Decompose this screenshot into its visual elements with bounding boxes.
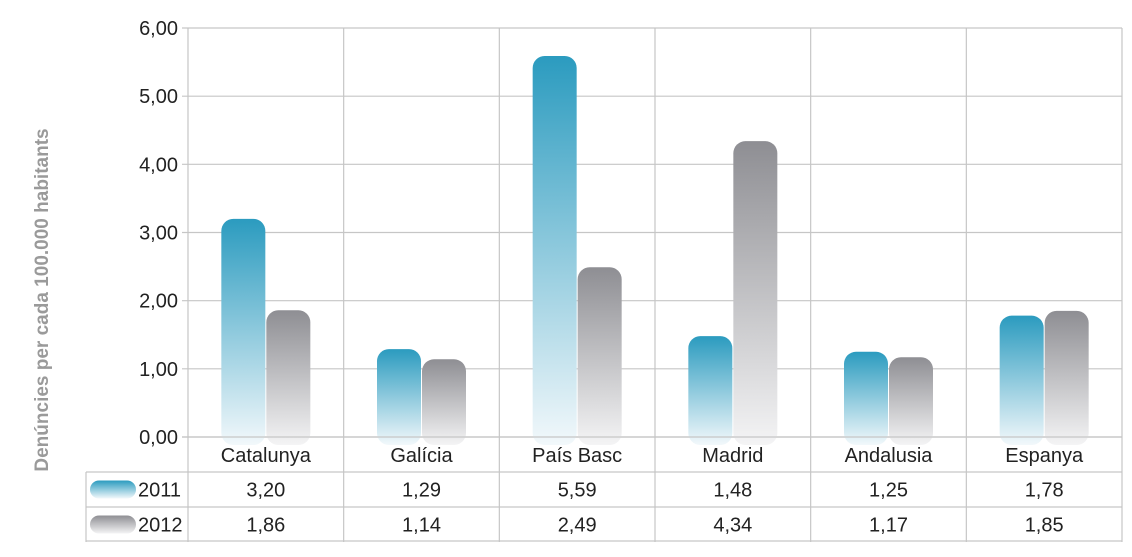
legend-label: 2011 (138, 480, 181, 502)
x-tick-label: País Basc (532, 445, 622, 467)
data-label: 3,20 (246, 480, 285, 502)
x-tick-label: Catalunya (221, 445, 312, 467)
x-tick-label: Madrid (702, 445, 763, 467)
data-label: 1,29 (402, 480, 441, 502)
data-label: 5,59 (558, 480, 597, 502)
bar-2012-andalusia (889, 357, 933, 445)
y-tick-label: 3,00 (139, 223, 178, 245)
bar-2012-espanya (1044, 310, 1089, 445)
bar-2012-galícia (422, 359, 466, 445)
data-label: 1,25 (869, 480, 908, 502)
data-label: 1,85 (1025, 515, 1064, 537)
data-label: 1,14 (402, 515, 441, 537)
legend-swatch-2011 (90, 480, 136, 499)
data-label: 1,78 (1025, 480, 1064, 502)
bar-2011-andalusia (844, 351, 888, 445)
y-tick-label: 5,00 (139, 86, 178, 108)
bar-2012-país-basc (577, 267, 622, 445)
x-tick-label: Andalusia (845, 445, 934, 467)
bar-2011-catalunya (221, 218, 266, 445)
bar-2011-galícia (377, 349, 421, 445)
data-label: 1,48 (713, 480, 752, 502)
bar-2012-catalunya (266, 310, 311, 445)
x-tick-label: Galícia (390, 445, 453, 467)
y-tick-label: 4,00 (139, 154, 178, 176)
bar-2011-madrid (688, 336, 733, 445)
y-tick-label: 6,00 (139, 18, 178, 40)
y-axis-title: Denúncies per cada 100.000 habitants (32, 128, 53, 471)
data-label: 1,17 (869, 515, 908, 537)
bar-2012-madrid (733, 141, 778, 445)
legend-label: 2012 (138, 515, 183, 537)
legend-swatch-2012 (90, 515, 136, 534)
y-tick-label: 1,00 (139, 359, 178, 381)
bar-2011-espanya (999, 315, 1044, 445)
data-label: 2,49 (558, 515, 597, 537)
data-label: 1,86 (246, 515, 285, 537)
y-tick-label: 0,00 (139, 427, 178, 449)
bar-2011-país-basc (532, 55, 577, 445)
data-label: 4,34 (713, 515, 752, 537)
x-tick-label: Espanya (1005, 445, 1084, 467)
y-tick-label: 2,00 (139, 291, 178, 313)
